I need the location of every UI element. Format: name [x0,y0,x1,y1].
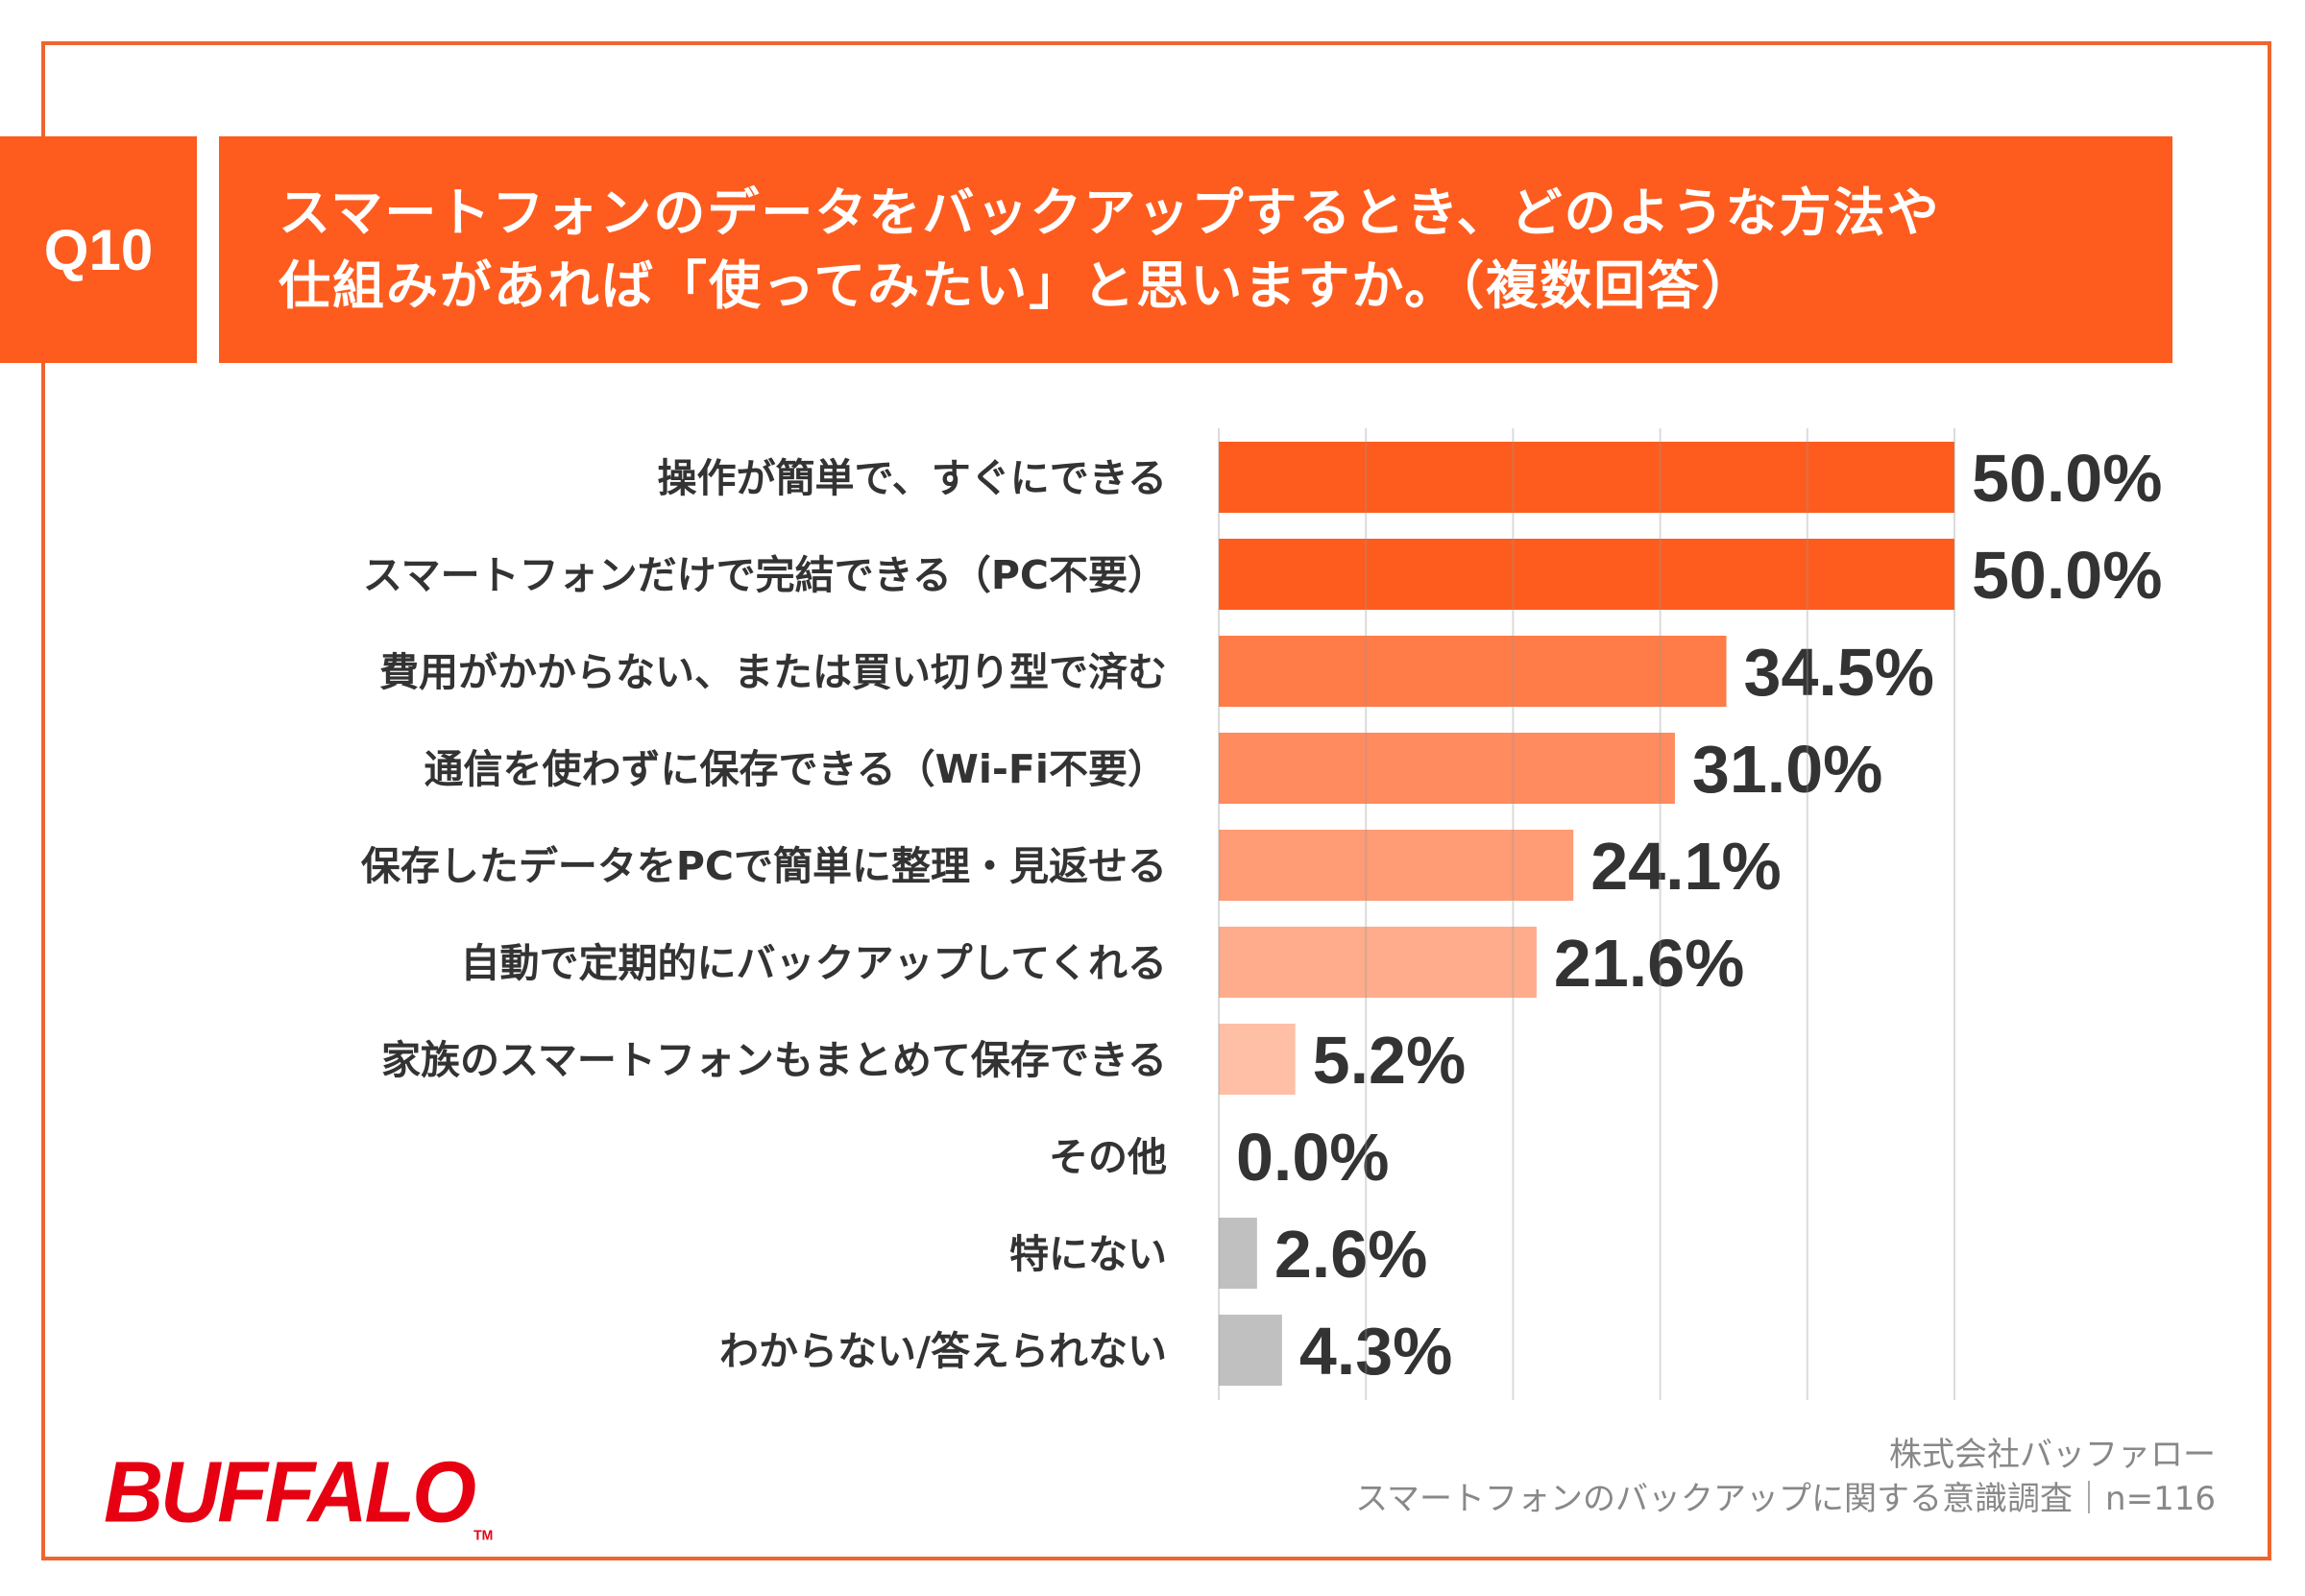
outer-frame [41,41,2271,1560]
category-label: 操作が簡単で、すぐにできる [657,455,1167,501]
value-label: 31.0% [1692,732,1882,807]
category-label: 保存したデータをPCで簡単に整理・見返せる [361,843,1167,889]
bar [1219,1315,1282,1386]
category-label: わからない/答えられない [719,1328,1167,1374]
value-label: 50.0% [1972,538,2162,613]
bar [1219,539,1954,610]
value-label: 5.2% [1313,1023,1467,1098]
question-title: スマートフォンのデータをバックアップするとき、どのような方法や 仕組みがあれば「… [219,136,2172,363]
bar [1219,442,1954,513]
value-label: 50.0% [1972,441,2162,516]
bar [1219,636,1727,707]
bar [1219,830,1574,901]
footer-survey: スマートフォンのバックアップに関する意識調査｜n=116 [1355,1480,2216,1518]
value-label: 2.6% [1274,1217,1428,1292]
bar [1219,1218,1257,1289]
value-label: 4.3% [1299,1314,1453,1389]
value-label: 0.0% [1236,1120,1390,1195]
category-label: 特にない [1009,1231,1167,1277]
buffalo-logo: BUFFALOTM [104,1443,494,1543]
category-label: 費用がかからない、または買い切り型で済む [379,649,1167,695]
category-label: その他 [1049,1134,1167,1180]
title-line-2: 仕組みがあれば「使ってみたい」と思いますか。（複数回答） [279,255,1756,316]
value-label: 24.1% [1590,829,1781,904]
category-label: 通信を使わずに保存できる（Wi-Fi不要） [424,746,1167,792]
question-number: Q10 [0,136,197,363]
value-label: 34.5% [1744,635,1934,710]
footer-company: 株式会社バッファロー [1889,1436,2216,1474]
category-label: 自動で定期的にバックアップしてくれる [460,940,1167,986]
category-label: スマートフォンだけで完結できる（PC不要） [363,552,1167,598]
bar [1219,733,1675,804]
title-line-1: スマートフォンのデータをバックアップするとき、どのような方法や [279,182,1941,243]
value-label: 21.6% [1554,926,1744,1001]
category-label: 家族のスマートフォンもまとめて保存できる [381,1037,1167,1083]
bar [1219,1024,1296,1095]
footer: 株式会社バッファロー スマートフォンのバックアップに関する意識調査｜n=116 [1355,1433,2216,1521]
bar [1219,927,1537,998]
